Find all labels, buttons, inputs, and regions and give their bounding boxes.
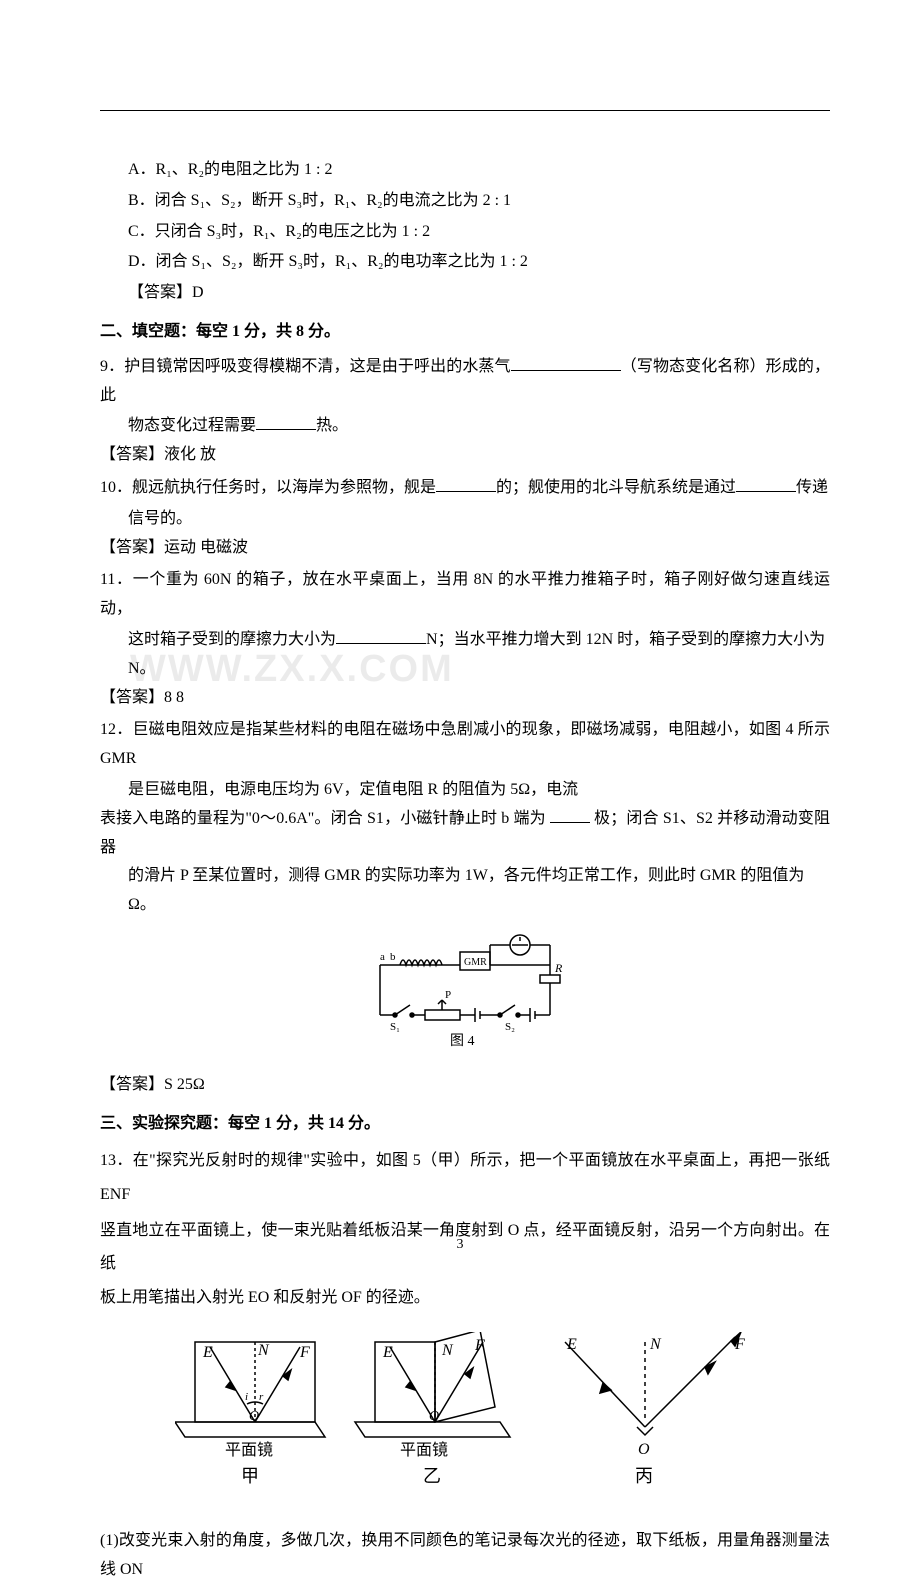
svg-text:r: r <box>259 1391 264 1403</box>
figure-5: E N F i r O 平面镜 甲 E N F O 平面镜 <box>100 1332 830 1513</box>
q12-t2: 是巨磁电阻，电源电压均为 6V，定值电阻 R 的阻值为 5Ω，电流 <box>128 781 578 798</box>
svg-text:O: O <box>638 1441 650 1458</box>
q10-t1: 舰远航执行任务时，以海岸为参照物，舰是 <box>132 479 436 496</box>
svg-text:a: a <box>380 951 385 963</box>
blank <box>511 355 621 371</box>
q10-t2: 的；舰使用的北斗导航系统是通过 <box>496 479 736 496</box>
svg-text:b: b <box>390 951 396 963</box>
q12-line2: 是巨磁电阻，电源电压均为 6V，定值电阻 R 的阻值为 5Ω，电流 <box>128 776 830 805</box>
option-D: D．闭合 S₁、S₂，断开 S₃时，R₁、R₂的电功率之比为 1 : 2 <box>128 248 830 277</box>
svg-text:O: O <box>249 1409 259 1424</box>
question-9: 9．护目镜常因呼吸变得模糊不清，这是由于呼出的水蒸气（写物态变化名称）形成的，此 <box>100 353 830 411</box>
answer-q11: 【答案】8 8 <box>100 684 830 713</box>
option-B: B．闭合 S₁、S₂，断开 S₃时，R₁、R₂的电流之比为 2 : 1 <box>128 187 830 216</box>
top-rule <box>100 110 830 111</box>
q11-t2: 这时箱子受到的摩擦力大小为 <box>128 631 336 648</box>
q12-t3a: 表接入电路的量程为"0～0.6A"。闭合 S1，小磁针静止时 b 端为 <box>100 810 550 827</box>
q9-num: 9． <box>100 358 124 375</box>
svg-text:N: N <box>649 1336 662 1353</box>
q12-line3: 表接入电路的量程为"0～0.6A"。闭合 S1，小磁针静止时 b 端为 极；闭合… <box>100 805 830 863</box>
optics-diagram: E N F i r O 平面镜 甲 E N F O 平面镜 <box>175 1332 755 1502</box>
svg-text:E: E <box>202 1344 213 1361</box>
svg-text:F: F <box>734 1336 745 1353</box>
q13-line3: 板上用笔描出入射光 EO 和反射光 OF 的径迹。 <box>100 1281 830 1315</box>
svg-text:图 4: 图 4 <box>450 1034 475 1049</box>
option-A: A．R₁、R₂的电阻之比为 1 : 2 <box>128 156 830 185</box>
q11-t1: 一个重为 60N 的箱子，放在水平桌面上，当用 8N 的水平推力推箱子时，箱子刚… <box>100 571 830 617</box>
svg-text:GMR: GMR <box>464 957 487 968</box>
q10-t3: 传递 <box>796 479 828 496</box>
svg-text:N: N <box>441 1342 454 1359</box>
q10-t4: 信号的。 <box>128 510 192 527</box>
svg-text:E: E <box>382 1344 393 1361</box>
svg-text:F: F <box>299 1344 310 1361</box>
q10-line2: 信号的。 <box>128 505 830 534</box>
blank <box>336 628 426 644</box>
q9-t3: 物态变化过程需要 <box>128 417 256 434</box>
q13-sub1: (1)改变光束入射的角度，多做几次，换用不同颜色的笔记录每次光的径迹，取下纸板，… <box>100 1527 830 1585</box>
question-13: 13．在"探究光反射时的规律"实验中，如图 5（甲）所示，把一个平面镜放在水平桌… <box>100 1144 830 1211</box>
svg-text:P: P <box>445 989 451 1001</box>
q11-t3: N；当水平推力增大到 12N 时，箱子受到的摩擦力大小为 <box>426 631 825 648</box>
svg-text:平面镜: 平面镜 <box>400 1440 448 1459</box>
svg-text:O: O <box>429 1409 439 1424</box>
q13-t1: 在"探究光反射时的规律"实验中，如图 5（甲）所示，把一个平面镜放在水平桌面上，… <box>100 1152 830 1203</box>
question-11: 11．一个重为 60N 的箱子，放在水平桌面上，当用 8N 的水平推力推箱子时，… <box>100 566 830 624</box>
section-3-header: 三、实验探究题：每空 1 分，共 14 分。 <box>100 1110 830 1139</box>
q13-t2: 竖直地立在平面镜上，使一束光贴着纸板沿某一角度射到 O 点，经平面镜反射，沿另一… <box>100 1222 830 1273</box>
svg-text:乙: 乙 <box>423 1466 441 1486</box>
svg-text:E: E <box>566 1336 577 1353</box>
answer-q10: 【答案】运动 电磁波 <box>100 534 830 563</box>
svg-text:F: F <box>474 1337 485 1354</box>
svg-text:丙: 丙 <box>635 1466 653 1486</box>
q9-t1: 护目镜常因呼吸变得模糊不清，这是由于呼出的水蒸气 <box>124 358 510 375</box>
q13-num: 13． <box>100 1152 133 1169</box>
q11-line2: 这时箱子受到的摩擦力大小为 N；当水平推力增大到 12N 时，箱子受到的摩擦力大小… <box>128 626 830 655</box>
svg-text:i: i <box>245 1391 248 1403</box>
q9-line2: 物态变化过程需要 热。 <box>128 412 830 441</box>
q11-t4: N。 <box>128 660 156 677</box>
q12-num: 12． <box>100 721 132 738</box>
answer-q12: 【答案】S 25Ω <box>100 1071 830 1100</box>
answer-q8: 【答案】D <box>128 279 830 308</box>
question-10: 10．舰远航执行任务时，以海岸为参照物，舰是 的；舰使用的北斗导航系统是通过 传递 <box>100 474 830 503</box>
section-2-header: 二、填空题：每空 1 分，共 8 分。 <box>100 318 830 347</box>
option-C: C．只闭合 S₃时，R₁、R₂的电压之比为 1 : 2 <box>128 218 830 247</box>
blank <box>550 807 590 823</box>
svg-text:S₂: S₂ <box>505 1021 515 1033</box>
q12-line4: 的滑片 P 至某位置时，测得 GMR 的实际功率为 1W，各元件均正常工作，则此… <box>128 862 830 891</box>
q10-num: 10． <box>100 479 132 496</box>
q13-line2: 竖直地立在平面镜上，使一束光贴着纸板沿某一角度射到 O 点，经平面镜反射，沿另一… <box>100 1214 830 1281</box>
svg-text:平面镜: 平面镜 <box>225 1440 273 1459</box>
blank <box>736 476 796 492</box>
svg-text:R: R <box>554 961 563 975</box>
q11-num: 11． <box>100 571 133 588</box>
blank <box>436 476 496 492</box>
q9-t4: 热。 <box>316 417 348 434</box>
q12-line5: Ω。 <box>128 891 830 920</box>
answer-q9: 【答案】液化 放 <box>100 441 830 470</box>
question-12: 12．巨磁电阻效应是指某些材料的电阻在磁场中急剧减小的现象，即磁场减弱，电阻越小… <box>100 716 830 774</box>
q11-line3: N。 <box>128 655 830 684</box>
q12-t5: Ω。 <box>128 896 156 913</box>
q12-t1: 巨磁电阻效应是指某些材料的电阻在磁场中急剧减小的现象，即磁场减弱，电阻越小，如图… <box>100 721 830 767</box>
figure-4: a b GMR R S₁ <box>100 930 830 1061</box>
blank <box>256 414 316 430</box>
svg-text:甲: 甲 <box>241 1466 259 1486</box>
q12-t4: 的滑片 P 至某位置时，测得 GMR 的实际功率为 1W，各元件均正常工作，则此… <box>128 867 804 884</box>
svg-text:S₁: S₁ <box>390 1021 400 1033</box>
q13-t3: 板上用笔描出入射光 EO 和反射光 OF 的径迹。 <box>100 1289 430 1306</box>
q13-s1: (1)改变光束入射的角度，多做几次，换用不同颜色的笔记录每次光的径迹，取下纸板，… <box>100 1532 830 1578</box>
circuit-diagram: a b GMR R S₁ <box>360 930 570 1050</box>
svg-text:N: N <box>257 1342 270 1359</box>
